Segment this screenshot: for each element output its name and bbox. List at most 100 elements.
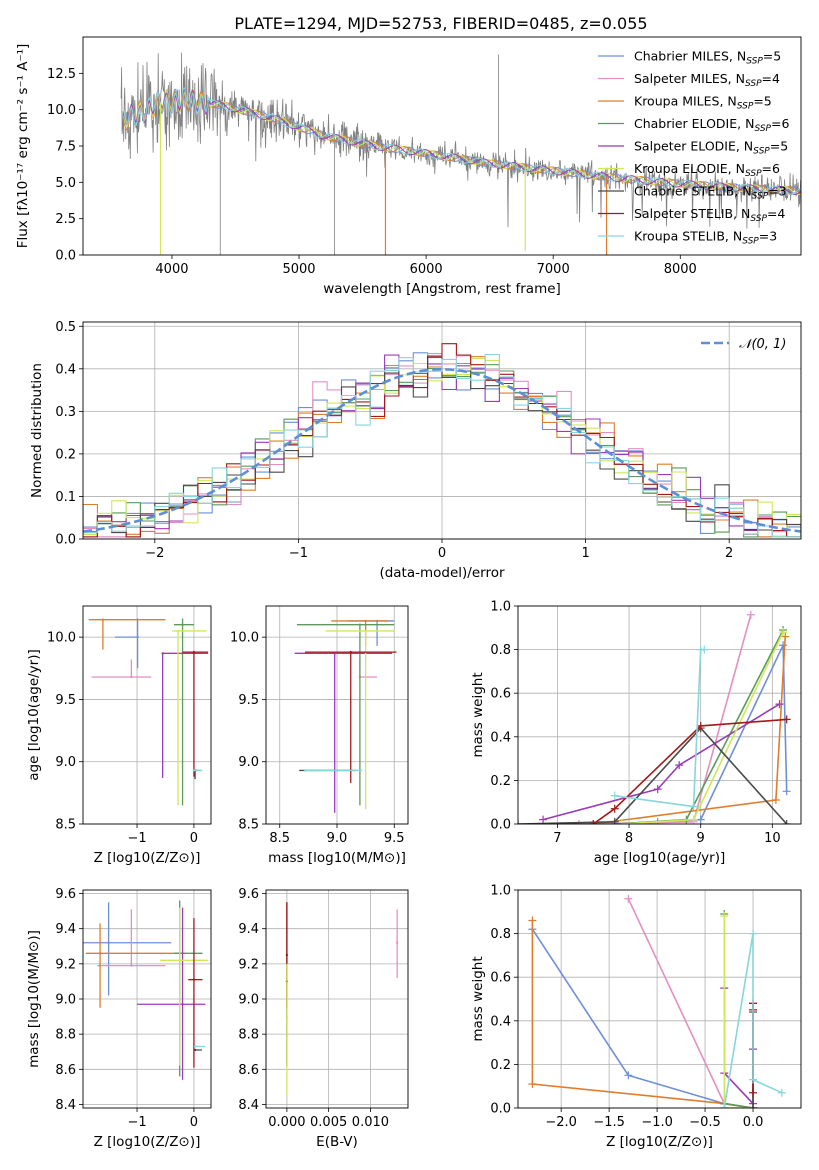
y-tick-label: 0.4 <box>55 362 76 377</box>
y-tick-label: 0.0 <box>490 818 511 833</box>
y-tick-label: 0.2 <box>490 774 511 789</box>
plus-marker <box>720 912 729 921</box>
plus-marker <box>624 1071 633 1080</box>
mass-weight-vs-age-plot-area <box>518 610 791 824</box>
mass-weight-vs-Z-plot-area <box>528 894 786 1108</box>
y-tick-label: 8.6 <box>238 1063 259 1078</box>
plus-marker <box>700 645 709 654</box>
mass-vs-ebv-panel: 0.000 0.005 0.010 8.4 8.6 8.8 9.0 9.2 9.4 9.6 E(B-… <box>238 887 409 1150</box>
x-tick-label: 7000 <box>537 262 570 277</box>
mass-weight-series-line <box>723 933 783 1108</box>
mass-vs-ebv-plot-area <box>285 902 399 1096</box>
y-tick-label: 0.0 <box>490 1102 511 1117</box>
mass-vs-Z-plot-area <box>83 900 209 1080</box>
y-tick-label: 9.5 <box>55 693 76 708</box>
plus-marker <box>696 815 705 824</box>
mass-weight-series-line <box>614 648 705 808</box>
x-tick-label: 0.0 <box>743 1115 764 1130</box>
axes-frame <box>82 605 212 825</box>
x-tick-label: 0.000 <box>268 1115 305 1130</box>
y-tick-label: 7.5 <box>55 140 76 155</box>
model-spectrum-line <box>123 87 801 195</box>
axes-frame <box>82 889 212 1109</box>
legend-entry: Chabrier MILES, NSSP=5 <box>634 49 781 67</box>
y-tick-label: 9.0 <box>55 755 76 770</box>
mass-weight-series-line <box>592 718 787 824</box>
y-tick-label: 0.8 <box>490 927 511 942</box>
y-axis-label: mass [log10(M/M⊙)] <box>26 930 42 1068</box>
residuals-panel: −2 −1 0 1 2 0.0 0.1 0.2 0.3 0.4 0.5 (data-model)/er… <box>29 320 802 581</box>
y-axis-label: mass weight <box>470 956 486 1041</box>
y-tick-label: 8.8 <box>238 1028 259 1043</box>
x-axis-label: age [log10(age/yr)] <box>594 850 726 866</box>
y-tick-label: 9.2 <box>238 957 259 972</box>
x-tick-label: 8 <box>625 831 633 846</box>
legend-entry: Kroupa ELODIE, NSSP=6 <box>634 161 780 179</box>
data-point <box>349 650 352 654</box>
x-axis-label: Z [log10(Z/Z⊙)] <box>94 1134 201 1150</box>
y-tick-label: 1.0 <box>490 600 511 615</box>
legend-entry: Chabrier STELIB, NSSP=3 <box>634 184 787 202</box>
y-tick-label: 0.6 <box>490 971 511 986</box>
x-tick-label: 0 <box>438 546 446 561</box>
data-point <box>130 964 133 967</box>
plus-marker <box>689 802 698 811</box>
model-spectrum-line <box>123 88 801 196</box>
plus-marker <box>749 929 758 938</box>
x-axis-label: mass [log10(M/M⊙)] <box>268 850 406 866</box>
legend-entry: Salpeter MILES, NSSP=4 <box>634 71 780 89</box>
normal-distribution-curve <box>83 367 801 533</box>
mass-vs-Z-panel: −1 0 8.4 8.6 8.8 9.0 9.2 9.4 9.6 Z [log10(Z/Z⊙)] m… <box>26 887 212 1150</box>
mass-weight-series-line <box>518 726 788 824</box>
data-point <box>101 618 105 621</box>
spectrum-legend: Chabrier MILES, NSSP=5 Salpeter MILES, NS… <box>598 49 789 247</box>
x-tick-label: 0 <box>190 1115 198 1130</box>
plus-marker <box>696 721 705 730</box>
y-tick-label: 8.4 <box>238 1098 259 1113</box>
y-tick-label: 0.6 <box>490 687 511 702</box>
x-tick-label: 1 <box>581 546 589 561</box>
data-point <box>364 619 367 623</box>
plus-marker <box>782 787 791 796</box>
x-tick-label: 8000 <box>664 262 697 277</box>
y-tick-label: 9.6 <box>55 887 76 902</box>
age-vs-Z-panel: −1 0 8.5 9.0 9.5 10.0 Z [log10(Z/Z⊙)] age [log1… <box>26 605 212 866</box>
y-axis-label: mass weight <box>470 672 486 757</box>
plus-marker <box>610 791 619 800</box>
plus-marker <box>610 817 619 824</box>
data-point <box>161 652 164 655</box>
axes-frame <box>517 889 802 1109</box>
data-point <box>192 769 196 772</box>
x-tick-label: −0.5 <box>689 1115 721 1130</box>
plus-marker <box>781 632 790 641</box>
mass-weight-series-line <box>593 636 786 824</box>
plus-marker <box>624 894 633 903</box>
residual-histogram-series <box>83 353 801 538</box>
plus-marker <box>779 628 788 637</box>
y-tick-label: 9.0 <box>55 993 76 1008</box>
axes-frame <box>517 605 802 825</box>
plus-marker <box>610 804 619 813</box>
mass-weight-series-line <box>542 703 780 821</box>
plus-marker <box>746 610 755 619</box>
y-tick-label: 2.5 <box>55 212 76 227</box>
x-tick-label: 7 <box>553 831 561 846</box>
x-tick-label: 8.5 <box>269 831 290 846</box>
data-point <box>395 941 399 944</box>
y-tick-label: 0.4 <box>490 1014 511 1029</box>
x-tick-label: −1 <box>127 1115 146 1130</box>
y-tick-label: 9.2 <box>55 957 76 972</box>
plus-marker <box>689 815 698 824</box>
plus-marker <box>749 1075 758 1084</box>
x-tick-label: 5000 <box>282 262 315 277</box>
y-tick-label: 9.5 <box>238 693 259 708</box>
x-tick-label: −1 <box>127 831 146 846</box>
x-tick-label: −2 <box>145 546 164 561</box>
data-point <box>98 952 102 955</box>
residual-histogram-series <box>83 343 801 538</box>
y-tick-label: 0.2 <box>490 1058 511 1073</box>
x-axis-label: wavelength [Angstrom, rest frame] <box>323 281 561 297</box>
age-vs-mass-plot-area <box>294 619 397 813</box>
x-tick-label: −2.0 <box>545 1115 577 1130</box>
data-point <box>364 629 367 633</box>
